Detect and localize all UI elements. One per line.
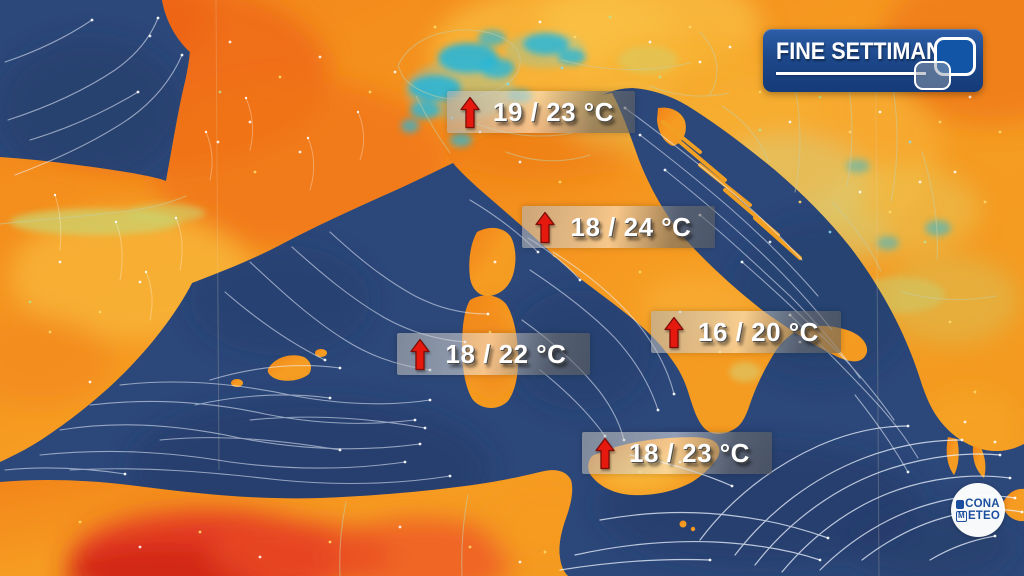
temp-value: 18 / 23 °C [629,437,750,468]
trend-up-arrow-icon [410,338,430,370]
temp-value: 19 / 23 °C [493,96,614,127]
trend-up-arrow-icon [535,211,555,243]
temp-label-sicily: 18 / 23 °C [582,432,772,474]
logo-block-icon [956,499,965,509]
logo-line-2: M ETEO [955,510,1001,522]
trend-up-arrow-icon [460,96,480,128]
logo-text-1: CONA [965,498,1000,510]
temp-label-sardinia: 18 / 22 °C [397,333,590,375]
iconameteo-logo: CONA M ETEO [951,483,1005,537]
temp-label-central-italy: 18 / 24 °C [522,206,715,248]
banner-underline [776,72,926,75]
trend-up-arrow-icon [664,316,684,348]
temp-value: 18 / 22 °C [445,338,567,369]
temp-value: 18 / 24 °C [570,211,692,242]
trend-up-arrow-icon [595,437,615,469]
temp-label-northwest-italy: 19 / 23 °C [447,91,635,133]
temp-label-south-italy: 16 / 20 °C [651,311,841,353]
banner-panels-icon [934,37,976,76]
logo-text-2: ETEO [967,510,1001,522]
temp-value: 16 / 20 °C [698,316,819,347]
banner-title: FINE SETTIMANA [776,38,958,65]
banner-panels-icon-small [914,61,951,90]
logo-line-1: CONA [956,498,1000,510]
weekend-banner: FINE SETTIMANA [763,29,983,92]
logo-m-icon: M [955,510,967,522]
